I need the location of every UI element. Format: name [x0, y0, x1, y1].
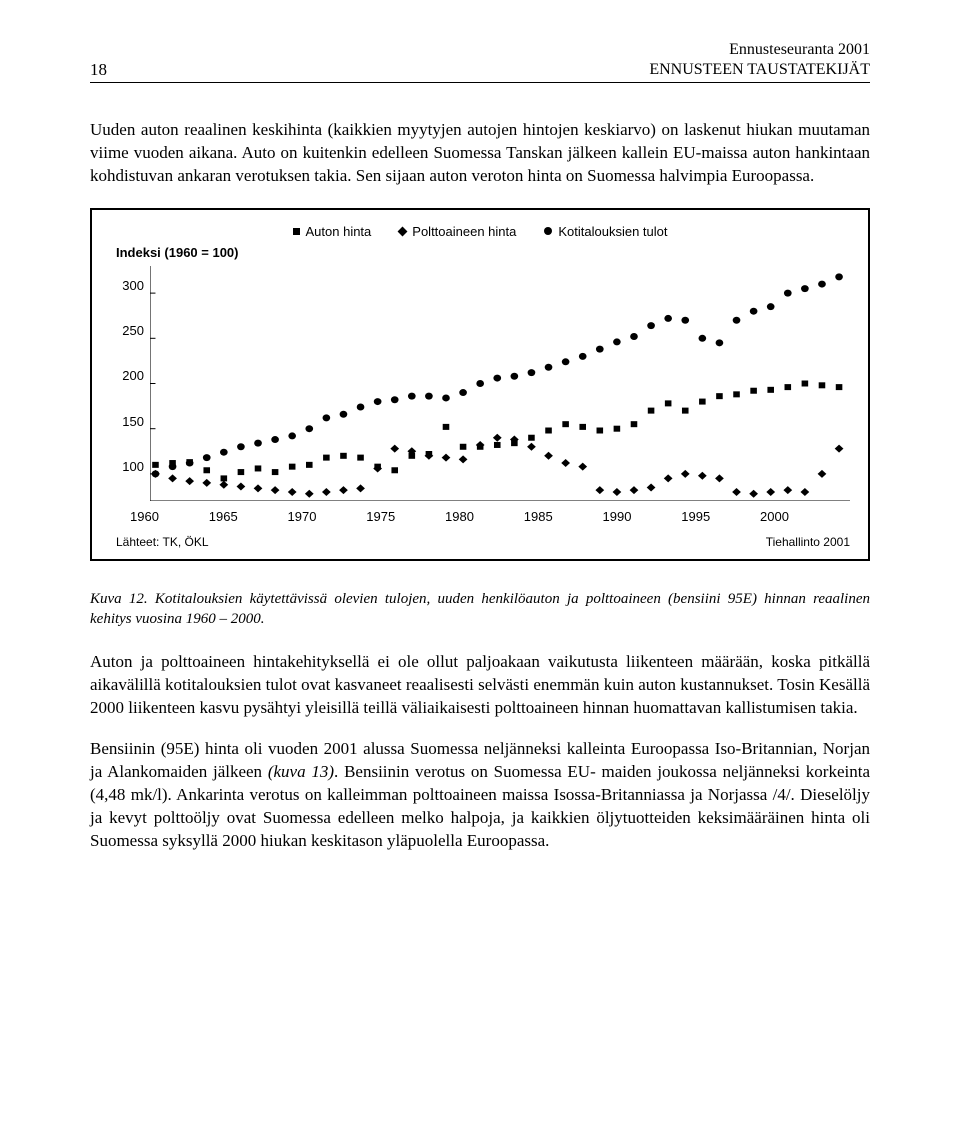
- y-axis-ticks: 300250200150100: [110, 266, 150, 509]
- y-axis-title: Indeksi (1960 = 100): [110, 245, 850, 260]
- x-axis-ticks: 1960 1965 1970 1975 1980 1985 1990 1995 2000: [110, 509, 850, 533]
- legend-item-kotitalouksien-tulot: Kotitalouksien tulot: [544, 224, 667, 239]
- diamond-marker-icon: [398, 226, 408, 236]
- legend-label: Auton hinta: [306, 224, 372, 239]
- paragraph-1: Uuden auton reaalinen keskihinta (kaikki…: [90, 119, 870, 188]
- chart-attribution: Tiehallinto 2001: [766, 535, 850, 549]
- x-tick-label: 1980: [445, 509, 474, 524]
- document-subtitle: ENNUSTEEN TAUSTATEKIJÄT: [649, 60, 870, 80]
- x-tick-label: 1970: [288, 509, 317, 524]
- page-number: 18: [90, 60, 107, 80]
- x-tick-label: 2000: [760, 509, 789, 524]
- figure-caption-text: Kotitalouksien käytettävissä olevien tul…: [90, 591, 870, 627]
- figure-reference: (kuva 13): [268, 762, 334, 781]
- chart-svg: [150, 266, 850, 501]
- legend-item-polttoaineen-hinta: Polttoaineen hinta: [399, 224, 516, 239]
- square-marker-icon: [293, 228, 300, 235]
- chart-plot-row: 300250200150100: [110, 266, 850, 509]
- legend-item-auton-hinta: Auton hinta: [293, 224, 372, 239]
- x-tick-label: 1990: [603, 509, 632, 524]
- figure-caption: Kuva 12. Kotitalouksien käytettävissä ol…: [90, 589, 870, 630]
- chart-footer: Lähteet: TK, ÖKL Tiehallinto 2001: [110, 533, 850, 549]
- paragraph-2: Auton ja polttoaineen hintakehityksellä …: [90, 651, 870, 720]
- x-tick-label: 1975: [366, 509, 395, 524]
- figure-label: Kuva 12.: [90, 591, 148, 607]
- legend-label: Polttoaineen hinta: [412, 224, 516, 239]
- page-header: 18 Ennusteseuranta 2001 ENNUSTEEN TAUSTA…: [90, 40, 870, 83]
- x-tick-label: 1985: [524, 509, 553, 524]
- x-tick-label: 1965: [209, 509, 238, 524]
- legend-label: Kotitalouksien tulot: [558, 224, 667, 239]
- document-title: Ennusteseuranta 2001: [649, 40, 870, 60]
- x-tick-label: 1960: [130, 509, 159, 524]
- chart-sources: Lähteet: TK, ÖKL: [116, 535, 209, 549]
- x-tick-label: 1995: [681, 509, 710, 524]
- chart-plot-area: [150, 266, 850, 501]
- paragraph-3: Bensiinin (95E) hinta oli vuoden 2001 al…: [90, 738, 870, 853]
- chart-container: Auton hinta Polttoaineen hinta Kotitalou…: [90, 208, 870, 561]
- circle-marker-icon: [544, 227, 552, 235]
- chart-legend: Auton hinta Polttoaineen hinta Kotitalou…: [110, 224, 850, 239]
- header-right: Ennusteseuranta 2001 ENNUSTEEN TAUSTATEK…: [649, 40, 870, 80]
